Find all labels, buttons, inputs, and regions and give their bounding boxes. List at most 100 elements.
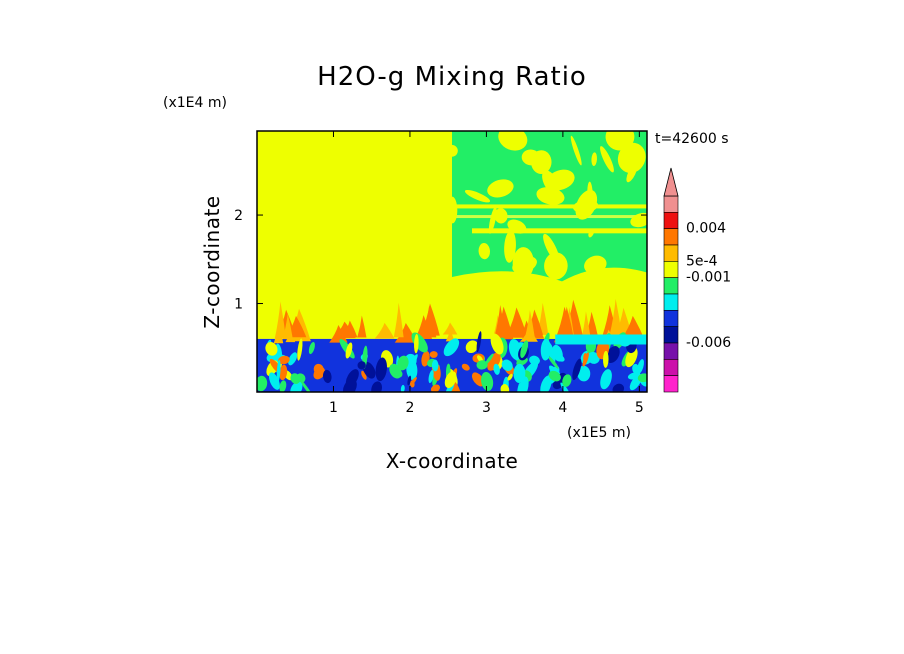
plume xyxy=(580,311,592,342)
texture-patch xyxy=(297,338,303,361)
colorbar-swatch xyxy=(663,342,679,360)
time-label: t=42600 s xyxy=(655,131,729,147)
texture-patch xyxy=(617,142,646,173)
colorbar-label: -0.006 xyxy=(686,335,731,351)
texture-patch xyxy=(471,372,485,387)
y-tick-label: 1 xyxy=(234,297,243,313)
texture-patch xyxy=(570,135,582,166)
texture-patch xyxy=(632,363,640,374)
texture-patch xyxy=(389,363,402,379)
texture-patch xyxy=(430,384,440,392)
texture-patch xyxy=(476,331,482,353)
colorbar-swatch xyxy=(663,228,679,246)
colorbar-swatch xyxy=(663,261,679,278)
streak xyxy=(452,215,647,219)
colorbar-label: -0.001 xyxy=(686,270,731,286)
texture-patch xyxy=(501,359,513,371)
plume xyxy=(609,298,622,336)
texture-patch xyxy=(487,179,514,198)
y-units-label: (x1E4 m) xyxy=(163,95,227,111)
texture-patch xyxy=(410,377,417,386)
texture-patch xyxy=(493,363,500,375)
plume xyxy=(420,303,440,336)
plume xyxy=(374,322,395,339)
plume xyxy=(357,315,367,338)
texture-patch xyxy=(606,346,620,364)
texture-patch xyxy=(494,208,508,224)
plot-frame xyxy=(256,130,648,393)
texture-patch xyxy=(465,340,478,354)
texture-patch xyxy=(630,212,647,228)
plume xyxy=(525,310,535,337)
texture-patch xyxy=(583,353,587,362)
texture-patch xyxy=(504,230,516,263)
x-tick-label: 2 xyxy=(405,400,414,416)
texture-patch xyxy=(488,206,497,234)
texture-patch xyxy=(605,131,635,151)
texture-patch xyxy=(397,355,409,371)
colorbar-swatch xyxy=(663,293,679,311)
plume xyxy=(333,321,356,339)
texture-patch xyxy=(591,152,597,167)
plume xyxy=(273,321,284,344)
texture-patch xyxy=(575,189,598,220)
colorbar-swatch xyxy=(663,244,679,262)
texture-patch xyxy=(544,252,568,280)
colorbar-swatch xyxy=(663,359,679,376)
texture-patch xyxy=(447,196,458,224)
texture-patch xyxy=(478,243,490,260)
texture-patch xyxy=(485,353,494,365)
texture-patch xyxy=(498,131,528,151)
streak xyxy=(452,204,647,209)
texture-patch xyxy=(313,363,324,375)
texture-patch xyxy=(562,374,572,387)
texture-patch xyxy=(257,375,268,392)
texture-patch xyxy=(279,380,287,392)
texture-patch xyxy=(600,369,612,390)
texture-patch xyxy=(600,146,614,173)
texture-patch xyxy=(290,373,301,384)
texture-patch xyxy=(371,381,382,392)
plume xyxy=(394,323,417,343)
texture-patch xyxy=(577,365,591,382)
texture-patch xyxy=(521,149,541,166)
texture-patch xyxy=(322,369,332,384)
texture-patch xyxy=(529,355,540,365)
plume xyxy=(442,322,458,335)
texture-patch xyxy=(265,342,278,356)
plume xyxy=(558,306,575,343)
texture-patch xyxy=(464,189,491,203)
plot-field xyxy=(257,131,647,392)
texture-patch xyxy=(548,370,561,382)
texture-patch xyxy=(375,357,387,382)
texture-patch xyxy=(602,350,609,368)
texture-patch xyxy=(414,333,419,354)
x-tick-label: 4 xyxy=(558,400,567,416)
x-axis-title: X-coordinate xyxy=(386,449,519,473)
texture-patch xyxy=(461,363,470,371)
texture-patch xyxy=(290,381,303,392)
texture-patch xyxy=(513,363,526,384)
colorbar-swatch xyxy=(663,375,679,393)
texture-patch xyxy=(520,340,529,358)
x-tick-label: 3 xyxy=(482,400,491,416)
texture-patch xyxy=(490,333,504,355)
texture-patch xyxy=(276,359,281,382)
x-tick-label: 1 xyxy=(329,400,338,416)
texture-patch xyxy=(625,347,638,368)
y-tick-label: 2 xyxy=(234,208,243,224)
colorbar-label: 0.004 xyxy=(686,221,726,237)
plume xyxy=(393,302,404,338)
x-units-label: (x1E5 m) xyxy=(567,425,631,441)
texture-patch xyxy=(446,144,458,157)
texture-patch xyxy=(507,219,527,234)
texture-patch xyxy=(361,370,367,380)
texture-patch xyxy=(507,373,513,381)
plume xyxy=(493,306,514,340)
colorbar-extend-arrow xyxy=(663,167,679,197)
texture-patch xyxy=(362,361,376,379)
texture-patch xyxy=(481,371,494,391)
texture-patch xyxy=(444,371,457,389)
texture-patch xyxy=(428,370,434,384)
